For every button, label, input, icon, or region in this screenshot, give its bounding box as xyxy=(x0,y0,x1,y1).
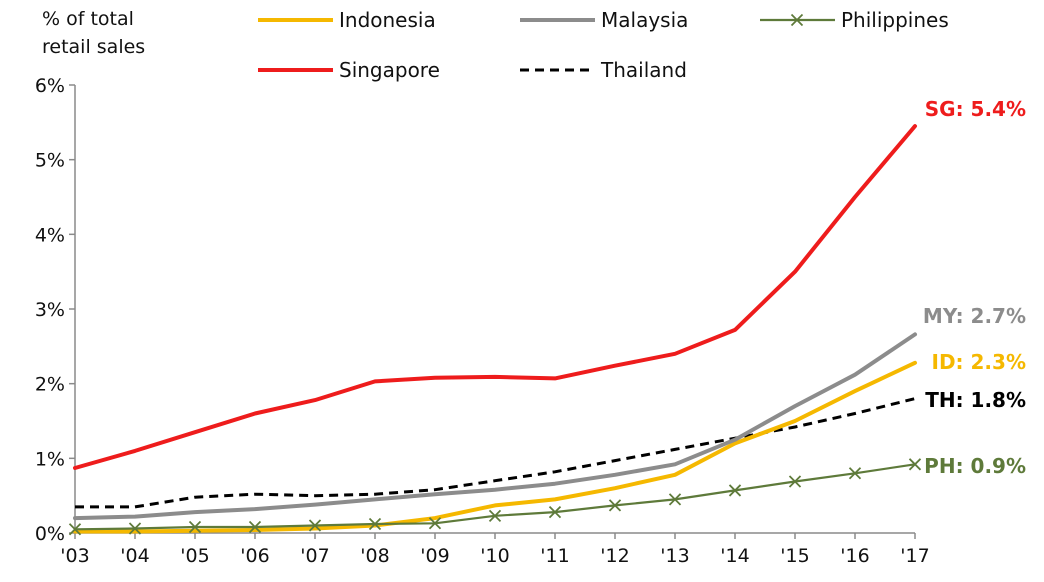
y-tick-label: 2% xyxy=(35,374,65,396)
series-line-indonesia xyxy=(73,360,917,534)
y-tick-label: 5% xyxy=(35,150,65,172)
series-indonesia xyxy=(73,360,917,534)
end-label-thailand: TH: 1.8% xyxy=(925,388,1026,412)
data-point-marker xyxy=(68,523,82,536)
legend-label: Malaysia xyxy=(601,8,688,32)
data-point-marker xyxy=(188,520,202,534)
data-point-marker xyxy=(248,520,262,534)
data-point-marker xyxy=(788,475,802,488)
end-label-philippines: PH: 0.9% xyxy=(924,454,1026,478)
data-point-marker xyxy=(848,467,862,480)
x-tick-label: '04 xyxy=(120,545,149,567)
legend: Indonesia Malaysia Philippines Singapore Tha… xyxy=(258,8,949,82)
x-tick-label: '16 xyxy=(840,545,869,567)
y-axis-title-line-1: % of total xyxy=(42,8,134,30)
x-tick-label: '09 xyxy=(420,545,449,567)
x-tick-label: '08 xyxy=(360,545,389,567)
series-malaysia xyxy=(73,332,917,521)
legend-label: Indonesia xyxy=(339,8,436,32)
x-tick-label: '13 xyxy=(660,545,689,567)
y-tick-label: 4% xyxy=(35,224,65,246)
x-tick-label: '03 xyxy=(60,545,89,567)
series-line-malaysia xyxy=(73,332,917,521)
data-point-marker xyxy=(488,509,502,522)
legend-item-singapore: Singapore xyxy=(258,58,440,82)
y-tick-label: 0% xyxy=(35,523,65,545)
series-line-singapore xyxy=(73,124,917,470)
legend-label: Thailand xyxy=(600,58,687,82)
series-line-thailand xyxy=(75,397,916,509)
y-tick-label: 1% xyxy=(35,448,65,470)
legend-item-malaysia: Malaysia xyxy=(520,8,688,32)
legend-label: Singapore xyxy=(339,58,440,82)
data-point-marker xyxy=(728,484,742,497)
x-tick-label: '12 xyxy=(600,545,629,567)
legend-item-thailand: Thailand xyxy=(520,58,687,82)
legend-item-philippines: Philippines xyxy=(760,8,949,32)
data-point-marker xyxy=(908,458,922,471)
y-tick-label: 3% xyxy=(35,299,65,321)
series-thailand xyxy=(75,397,916,509)
legend-label: Philippines xyxy=(841,8,949,32)
series-philippines xyxy=(68,458,922,536)
data-point-marker xyxy=(428,517,442,530)
x-tick-label: '17 xyxy=(900,545,929,567)
axes: 0% 1% 2% 3% 4% 5% 6% '03 '04 '05 '06 '07 '08 '09 '10 '1… xyxy=(35,75,930,567)
x-tick-label: '06 xyxy=(240,545,269,567)
legend-item-indonesia: Indonesia xyxy=(258,8,436,32)
data-point-marker xyxy=(308,519,322,532)
y-axis-title-line-2: retail sales xyxy=(42,36,145,58)
x-tick-label: '11 xyxy=(540,545,569,567)
series-singapore xyxy=(73,124,917,470)
end-labels: ID: 2.3% MY: 2.7% PH: 0.9% SG: 5.4% TH: 1.8% xyxy=(923,97,1026,478)
x-tick-label: '14 xyxy=(720,545,749,567)
series-layer xyxy=(68,124,922,536)
end-label-malaysia: MY: 2.7% xyxy=(923,304,1026,328)
end-label-indonesia: ID: 2.3% xyxy=(932,350,1026,374)
x-tick-label: '10 xyxy=(480,545,509,567)
y-axis-title: % of total retail sales xyxy=(42,8,145,58)
data-point-marker xyxy=(668,493,682,506)
x-tick-label: '15 xyxy=(780,545,809,567)
data-point-marker xyxy=(548,505,562,519)
x-tick-label: '05 xyxy=(180,545,209,567)
x-tick-label: '07 xyxy=(300,545,329,567)
data-point-marker xyxy=(368,517,382,531)
end-label-singapore: SG: 5.4% xyxy=(925,97,1026,121)
y-tick-label: 6% xyxy=(35,75,65,97)
data-point-marker xyxy=(128,522,142,535)
data-point-marker xyxy=(608,499,622,512)
